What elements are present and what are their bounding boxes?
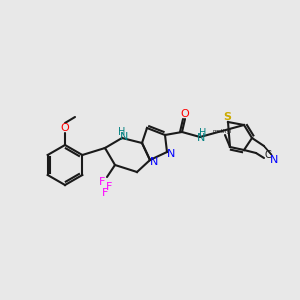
Text: S: S [223, 112, 231, 122]
Text: O: O [61, 123, 69, 133]
Text: N: N [270, 155, 278, 165]
Text: C: C [265, 150, 272, 160]
Text: N: N [167, 149, 175, 159]
Text: N: N [197, 133, 205, 143]
Text: N: N [120, 132, 128, 142]
Text: F: F [99, 177, 105, 187]
Text: N: N [150, 157, 158, 167]
Text: methyl: methyl [212, 128, 232, 134]
Text: O: O [181, 109, 189, 119]
Text: F: F [106, 182, 112, 192]
Text: F: F [102, 188, 108, 198]
Text: H: H [199, 128, 207, 138]
Text: H: H [118, 127, 126, 137]
